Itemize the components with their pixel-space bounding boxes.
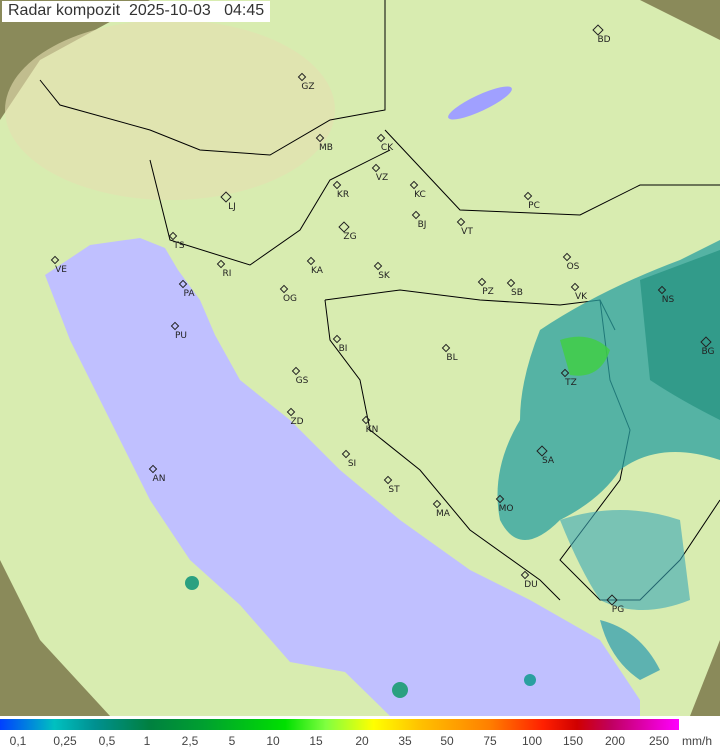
legend-value: 2,5	[181, 734, 199, 748]
rain-area	[560, 336, 610, 376]
legend-value: 15	[309, 734, 323, 748]
city-label-sk: SK	[378, 271, 390, 281]
city-label-pu: PU	[174, 331, 188, 341]
city-label-tz: TZ	[565, 378, 577, 388]
city-label-og: OG	[282, 294, 298, 304]
city-label-pa: PA	[183, 289, 195, 299]
city-label-ck: CK	[380, 143, 394, 153]
legend-value: 20	[355, 734, 369, 748]
city-label-an: AN	[152, 474, 166, 484]
city-label-pz: PZ	[482, 287, 494, 297]
city-label-pg: PG	[611, 605, 625, 615]
city-label-sa: SA	[541, 456, 555, 466]
legend-value: 0,1	[9, 734, 27, 748]
map-title: Radar kompozit 2025-10-03 04:45	[2, 1, 271, 22]
city-label-ve: VE	[55, 265, 67, 275]
city-label-zd: ZD	[290, 417, 304, 427]
city-label-lj: LJ	[228, 202, 236, 212]
legend-value: 35	[398, 734, 412, 748]
country-border	[149, 149, 391, 266]
city-label-os: OS	[566, 262, 580, 272]
city-label-kr: KR	[336, 190, 350, 200]
legend-value: 250	[648, 734, 670, 748]
precipitation-echoes	[185, 240, 720, 698]
city-label-ri: RI	[222, 269, 232, 279]
country-border	[324, 299, 561, 601]
country-border	[384, 129, 720, 216]
city-label-ns: NS	[661, 295, 675, 305]
city-label-st: ST	[388, 485, 400, 495]
city-label-kc: KC	[414, 190, 426, 200]
city-label-gz: GZ	[301, 82, 315, 92]
lake-balaton	[448, 86, 512, 120]
adriatic-sea	[45, 238, 640, 716]
city-label-bg: BG	[701, 347, 715, 357]
city-label-ma: MA	[436, 509, 450, 519]
city-label-vt: VT	[461, 227, 473, 237]
legend-unit: mm/h	[682, 734, 712, 748]
legend-value: 10	[266, 734, 280, 748]
city-label-bi: BI	[338, 344, 348, 354]
city-label-ka: KA	[311, 266, 323, 276]
city-label-vk: VK	[574, 292, 588, 302]
legend-value: 5	[228, 734, 236, 748]
city-label-kn: KN	[365, 425, 379, 435]
city-label-bd: BD	[597, 35, 611, 45]
city-label-du: DU	[524, 580, 538, 590]
rain-cell	[392, 682, 408, 698]
city-label-pc: PC	[528, 201, 540, 211]
legend-value: 0,5	[98, 734, 116, 748]
legend-value: 75	[483, 734, 497, 748]
city-label-mo: MO	[498, 504, 514, 514]
country-borders	[39, 0, 386, 156]
alps-terrain	[5, 20, 335, 200]
city-label-bj: BJ	[417, 220, 427, 230]
rain-cell	[185, 576, 199, 590]
rain-area	[600, 620, 660, 680]
legend-value: 100	[521, 734, 543, 748]
rain-area	[640, 250, 720, 420]
precipitation-color-scale	[0, 719, 679, 730]
map-canvas	[0, 0, 720, 716]
city-label-si: SI	[347, 459, 357, 469]
city-label-bl: BL	[446, 353, 458, 363]
legend-value: 150	[562, 734, 584, 748]
city-label-vz: VZ	[375, 173, 389, 183]
rain-area	[560, 510, 690, 610]
legend-value: 50	[440, 734, 454, 748]
legend-value: 0,25	[53, 734, 77, 748]
city-label-gs: GS	[295, 376, 309, 386]
city-label-ts: TS	[173, 241, 185, 251]
legend-value: 1	[143, 734, 151, 748]
rain-cell	[524, 674, 536, 686]
city-label-sb: SB	[511, 288, 523, 298]
city-label-mb: MB	[319, 143, 333, 153]
city-label-zg: ZG	[343, 232, 357, 242]
legend-value: 200	[604, 734, 626, 748]
